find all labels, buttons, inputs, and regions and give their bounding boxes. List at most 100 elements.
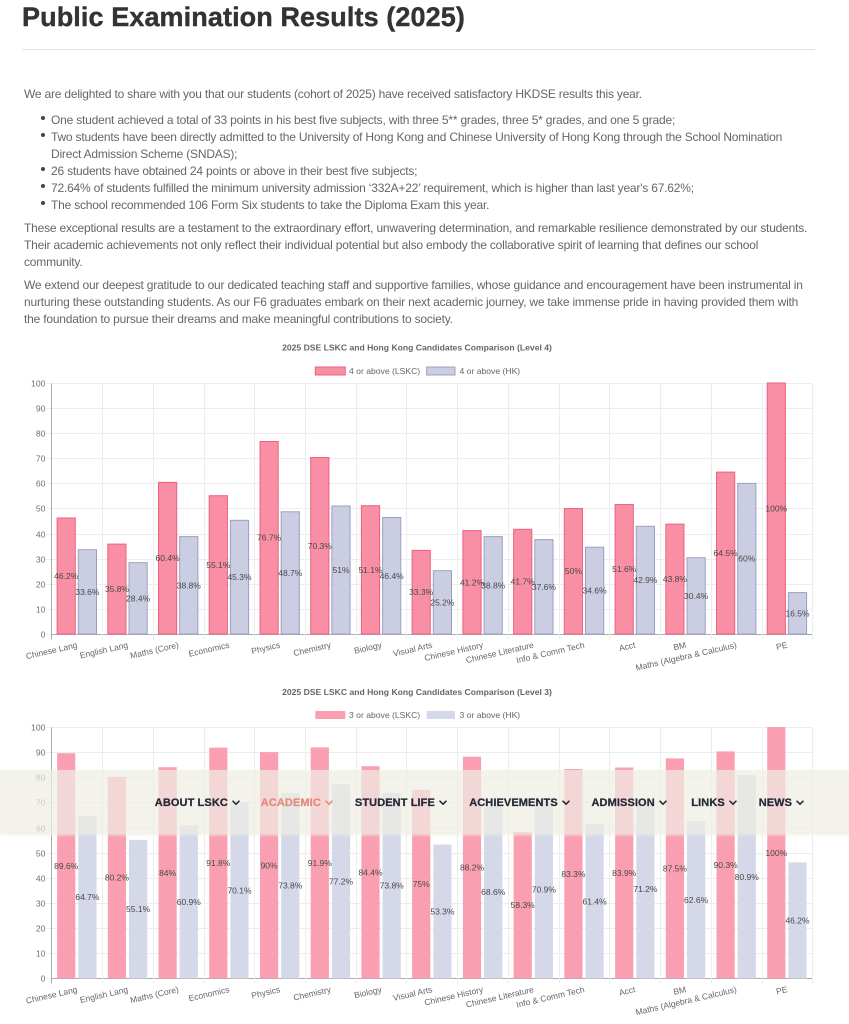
svg-text:80.9%: 80.9% (735, 872, 760, 882)
svg-text:Physics: Physics (250, 640, 281, 656)
svg-text:75%: 75% (413, 879, 430, 889)
svg-text:100: 100 (31, 723, 46, 733)
svg-text:43.8%: 43.8% (663, 574, 688, 584)
svg-text:83.3%: 83.3% (561, 869, 586, 879)
svg-text:70.3%: 70.3% (308, 541, 333, 551)
svg-text:87.5%: 87.5% (663, 864, 688, 874)
svg-text:Economics: Economics (188, 640, 231, 659)
svg-text:90.3%: 90.3% (714, 860, 739, 870)
svg-text:80.2%: 80.2% (105, 873, 130, 883)
svg-text:41.7%: 41.7% (511, 577, 536, 587)
svg-text:50: 50 (36, 849, 46, 859)
svg-text:76.7%: 76.7% (257, 533, 282, 543)
svg-text:25.2%: 25.2% (430, 597, 455, 607)
svg-text:60%: 60% (738, 554, 755, 564)
svg-text:88.2%: 88.2% (460, 863, 485, 873)
svg-text:90%: 90% (261, 860, 278, 870)
svg-text:55.1%: 55.1% (206, 560, 231, 570)
svg-text:68.6%: 68.6% (481, 887, 506, 897)
svg-text:Chemistry: Chemistry (292, 640, 332, 659)
svg-text:Maths (Core): Maths (Core) (129, 640, 180, 661)
svg-text:Acct: Acct (618, 984, 637, 998)
svg-text:51%: 51% (332, 565, 349, 575)
svg-text:71.2%: 71.2% (633, 884, 658, 894)
svg-text:90: 90 (36, 748, 46, 758)
svg-text:80: 80 (36, 429, 46, 439)
svg-text:61.4%: 61.4% (583, 896, 608, 906)
svg-text:60: 60 (36, 479, 46, 489)
svg-text:PE: PE (775, 640, 789, 652)
svg-text:28.4%: 28.4% (126, 593, 151, 603)
svg-text:38.8%: 38.8% (177, 580, 202, 590)
svg-text:73.8%: 73.8% (380, 881, 405, 891)
svg-text:Acct: Acct (618, 640, 637, 654)
svg-text:Chinese Lang: Chinese Lang (25, 640, 79, 662)
svg-text:51.1%: 51.1% (358, 565, 383, 575)
svg-text:100: 100 (31, 379, 46, 389)
svg-text:50%: 50% (565, 566, 582, 576)
svg-text:30: 30 (36, 555, 46, 565)
svg-text:62.6%: 62.6% (684, 895, 709, 905)
svg-text:46.4%: 46.4% (380, 571, 405, 581)
svg-text:84%: 84% (159, 868, 176, 878)
svg-text:10: 10 (36, 949, 46, 959)
svg-text:51.6%: 51.6% (612, 564, 637, 574)
svg-text:53.3%: 53.3% (430, 907, 455, 917)
svg-text:60.9%: 60.9% (177, 897, 202, 907)
svg-text:BM: BM (672, 640, 687, 653)
svg-text:58.3%: 58.3% (511, 900, 536, 910)
svg-text:91.9%: 91.9% (308, 858, 333, 868)
svg-text:40: 40 (36, 874, 46, 884)
svg-text:42.9%: 42.9% (633, 575, 658, 585)
svg-text:70.9%: 70.9% (532, 884, 557, 894)
svg-text:0: 0 (41, 974, 46, 984)
svg-text:Biology: Biology (353, 984, 383, 1000)
svg-text:10: 10 (36, 605, 46, 615)
svg-text:33.6%: 33.6% (75, 587, 100, 597)
svg-text:0: 0 (41, 630, 46, 640)
svg-text:Biology: Biology (353, 640, 383, 656)
svg-text:4 or above (HK): 4 or above (HK) (460, 366, 521, 376)
svg-text:PE: PE (775, 984, 789, 996)
svg-text:4 or above (LSKC): 4 or above (LSKC) (349, 366, 420, 376)
svg-text:46.2%: 46.2% (54, 571, 79, 581)
svg-text:30: 30 (36, 899, 46, 909)
svg-text:89.6%: 89.6% (54, 861, 79, 871)
svg-text:English Lang: English Lang (79, 640, 129, 661)
svg-text:16.5%: 16.5% (785, 608, 810, 618)
svg-text:Physics: Physics (250, 984, 281, 1000)
svg-text:30.4%: 30.4% (684, 591, 709, 601)
svg-text:48.7%: 48.7% (278, 568, 303, 578)
svg-text:70: 70 (36, 454, 46, 464)
svg-text:20: 20 (36, 924, 46, 934)
svg-text:55.1%: 55.1% (126, 904, 151, 914)
svg-text:38.8%: 38.8% (481, 580, 506, 590)
svg-text:45.3%: 45.3% (227, 572, 252, 582)
svg-text:100%: 100% (765, 848, 787, 858)
svg-text:Maths (Core): Maths (Core) (129, 984, 180, 1005)
svg-text:3 or above (LSKC): 3 or above (LSKC) (349, 710, 420, 720)
svg-text:Chinese Lang: Chinese Lang (25, 984, 79, 1006)
svg-text:Economics: Economics (188, 984, 231, 1003)
svg-text:91.8%: 91.8% (206, 858, 231, 868)
svg-text:60.4%: 60.4% (156, 553, 181, 563)
svg-text:73.8%: 73.8% (278, 881, 303, 891)
svg-text:BM: BM (672, 984, 687, 997)
svg-text:37.6%: 37.6% (532, 582, 557, 592)
svg-text:20: 20 (36, 580, 46, 590)
svg-text:64.7%: 64.7% (75, 892, 100, 902)
svg-text:100%: 100% (765, 504, 787, 514)
svg-text:English Lang: English Lang (79, 984, 129, 1005)
svg-text:Chemistry: Chemistry (292, 984, 332, 1003)
svg-text:83.9%: 83.9% (612, 868, 637, 878)
svg-text:Maths (Algebra & Calculus): Maths (Algebra & Calculus) (635, 640, 738, 673)
svg-text:90: 90 (36, 404, 46, 414)
svg-text:Maths (Algebra & Calculus): Maths (Algebra & Calculus) (635, 984, 738, 1017)
svg-text:40: 40 (36, 530, 46, 540)
svg-text:2025 DSE LSKC and Hong Kong Ca: 2025 DSE LSKC and Hong Kong Candidates C… (282, 687, 552, 697)
svg-text:46.2%: 46.2% (785, 915, 810, 925)
svg-text:77.2%: 77.2% (329, 876, 354, 886)
svg-text:2025 DSE LSKC and Hong Kong Ca: 2025 DSE LSKC and Hong Kong Candidates C… (282, 343, 552, 353)
svg-text:50: 50 (36, 504, 46, 514)
svg-text:34.6%: 34.6% (583, 586, 608, 596)
